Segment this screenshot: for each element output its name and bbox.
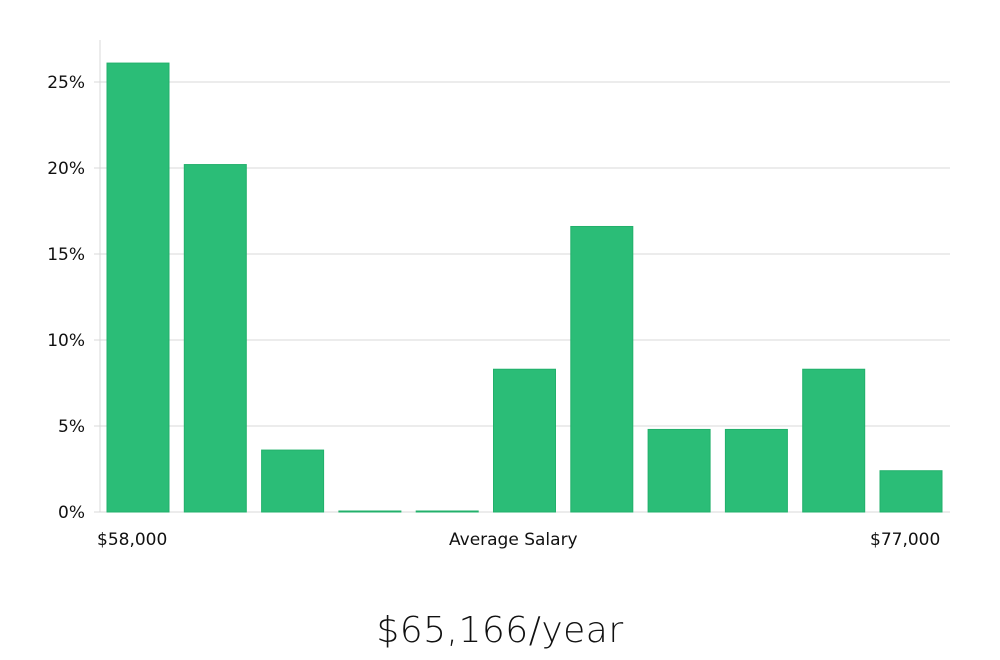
histogram-bar — [724, 428, 788, 513]
x-min-label: $58,000 — [97, 530, 168, 550]
histogram-bar — [570, 225, 634, 513]
histogram-bar — [106, 62, 170, 513]
histogram-bar — [802, 368, 866, 513]
x-axis-title: Average Salary — [449, 530, 578, 550]
histogram-bar — [338, 510, 402, 513]
y-tick-label: 20% — [47, 159, 85, 179]
plot-area: 0% 5% 10% 15% 20% 25% — [47, 40, 950, 523]
histogram-bar — [647, 428, 711, 513]
y-tick-label: 0% — [58, 503, 85, 523]
histogram-bar — [183, 164, 247, 513]
y-tick-label: 25% — [47, 73, 85, 93]
y-tick-label: 15% — [47, 245, 85, 265]
histogram-bar — [493, 368, 556, 513]
y-tick-label: 10% — [47, 331, 85, 351]
histogram-bar — [261, 449, 325, 513]
histogram-bar — [415, 510, 479, 513]
x-max-label: $77,000 — [870, 530, 941, 550]
salary-histogram: 0% 5% 10% 15% 20% 25% — [47, 40, 950, 523]
average-salary-value: $65,166/year — [376, 610, 624, 651]
y-tick-label: 5% — [58, 417, 85, 437]
histogram-bar — [879, 470, 943, 513]
